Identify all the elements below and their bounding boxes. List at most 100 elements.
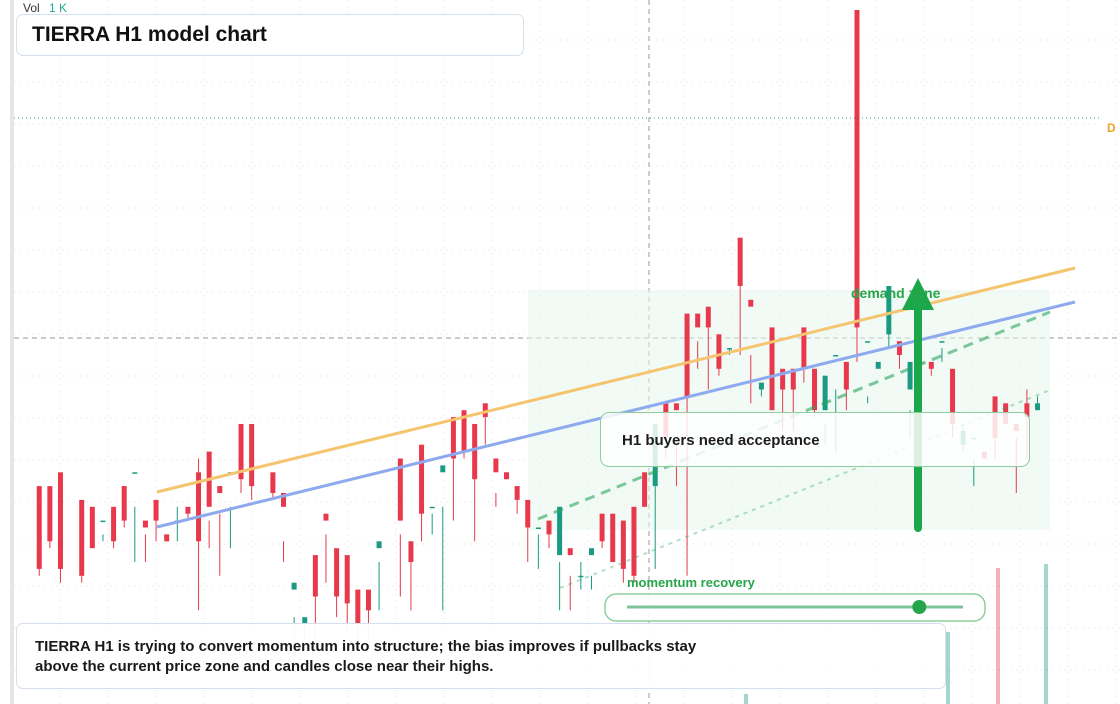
candle-up bbox=[578, 562, 584, 590]
right-marker: D bbox=[1107, 121, 1116, 135]
candle-down bbox=[631, 506, 637, 583]
candle-down bbox=[206, 451, 212, 549]
candle-down bbox=[705, 306, 711, 390]
candle-down bbox=[546, 520, 552, 549]
candle-down bbox=[567, 548, 573, 611]
candle-down bbox=[323, 513, 329, 583]
candle-body bbox=[769, 327, 775, 411]
candle-body bbox=[365, 589, 371, 611]
candle-up bbox=[1035, 396, 1041, 411]
candle-down bbox=[408, 541, 414, 611]
callout-text: H1 buyers need acceptance bbox=[622, 432, 820, 449]
candle-body bbox=[323, 513, 329, 521]
candle-down bbox=[620, 520, 626, 583]
candle-down bbox=[238, 424, 244, 493]
candle-body bbox=[132, 472, 138, 474]
candle-body bbox=[780, 368, 786, 390]
candle-body bbox=[546, 520, 552, 535]
candle-up bbox=[440, 465, 446, 611]
candle-down bbox=[36, 486, 42, 576]
candle-up bbox=[588, 548, 594, 590]
candle-body bbox=[185, 506, 191, 514]
candle-down bbox=[843, 361, 849, 411]
volume-bar bbox=[996, 568, 1000, 704]
candle-down bbox=[281, 493, 286, 562]
candle-down bbox=[450, 417, 456, 521]
candle-down bbox=[737, 237, 743, 355]
candle-body bbox=[854, 10, 860, 328]
candle-down bbox=[111, 506, 117, 549]
candle-body bbox=[302, 617, 308, 625]
note-line-1: TIERRA H1 is trying to convert momentum … bbox=[35, 638, 697, 655]
candle-body bbox=[896, 341, 902, 355]
candle-body bbox=[472, 424, 478, 480]
candle-up bbox=[132, 472, 138, 562]
candle-down bbox=[928, 361, 934, 376]
candle-body bbox=[525, 499, 531, 528]
candle-body bbox=[238, 424, 244, 480]
candle-down bbox=[472, 424, 478, 542]
candle-down bbox=[142, 520, 148, 562]
candle-body bbox=[36, 486, 42, 569]
candle-body bbox=[100, 520, 106, 523]
candle-body bbox=[928, 361, 934, 369]
candle-down bbox=[514, 486, 520, 514]
demand-zone-label: demand zone bbox=[851, 285, 941, 301]
candle-body bbox=[907, 361, 913, 390]
candle-body bbox=[450, 417, 456, 459]
candle-body bbox=[142, 520, 148, 528]
candle-down bbox=[801, 327, 807, 383]
candle-up bbox=[100, 520, 106, 542]
candle-body bbox=[419, 444, 425, 514]
candle-body bbox=[440, 465, 446, 473]
candle-down bbox=[344, 555, 350, 631]
candle-up bbox=[535, 527, 541, 569]
candle-body bbox=[482, 403, 488, 418]
candle-body bbox=[950, 368, 956, 424]
candle-body bbox=[886, 286, 892, 335]
candle-body bbox=[153, 499, 159, 521]
candle-up bbox=[758, 382, 764, 397]
momentum-label: momentum recovery bbox=[627, 575, 756, 590]
volume-bar bbox=[1044, 564, 1048, 704]
candle-up bbox=[429, 506, 435, 535]
candle-body bbox=[695, 313, 701, 328]
candle-body bbox=[939, 341, 945, 343]
candle-body bbox=[758, 382, 764, 390]
candle-down bbox=[164, 534, 170, 542]
candle-down bbox=[504, 472, 510, 480]
candle-down bbox=[121, 486, 127, 528]
candle-down bbox=[610, 513, 616, 562]
candle-body bbox=[334, 548, 340, 597]
candle-body bbox=[281, 493, 286, 507]
candle-body bbox=[822, 375, 828, 411]
candle-body bbox=[833, 355, 839, 357]
candle-body bbox=[684, 313, 690, 397]
candle-body bbox=[620, 520, 626, 569]
candle-down bbox=[642, 472, 648, 507]
callout-box: H1 buyers need acceptance bbox=[600, 412, 1030, 467]
candle-body bbox=[376, 541, 382, 549]
candle-body bbox=[121, 486, 127, 521]
candle-body bbox=[599, 513, 605, 542]
candle-down bbox=[419, 444, 425, 542]
volume-label: Vol bbox=[23, 1, 40, 15]
candle-down bbox=[196, 458, 202, 611]
candle-down bbox=[79, 499, 85, 583]
candle-body bbox=[1035, 403, 1041, 411]
momentum-knob[interactable] bbox=[912, 600, 927, 614]
candle-down bbox=[716, 334, 722, 376]
projection-lower-dashed-line[interactable] bbox=[559, 389, 1051, 589]
candle-down bbox=[89, 506, 95, 549]
candle-down bbox=[748, 299, 754, 404]
candle-body bbox=[727, 348, 733, 350]
candle-body bbox=[196, 472, 202, 542]
candle-down bbox=[334, 548, 340, 618]
candle-body bbox=[631, 506, 637, 576]
candle-body bbox=[312, 555, 318, 597]
candle-body bbox=[493, 458, 499, 473]
candle-body bbox=[461, 410, 467, 452]
candle-down bbox=[695, 313, 701, 369]
